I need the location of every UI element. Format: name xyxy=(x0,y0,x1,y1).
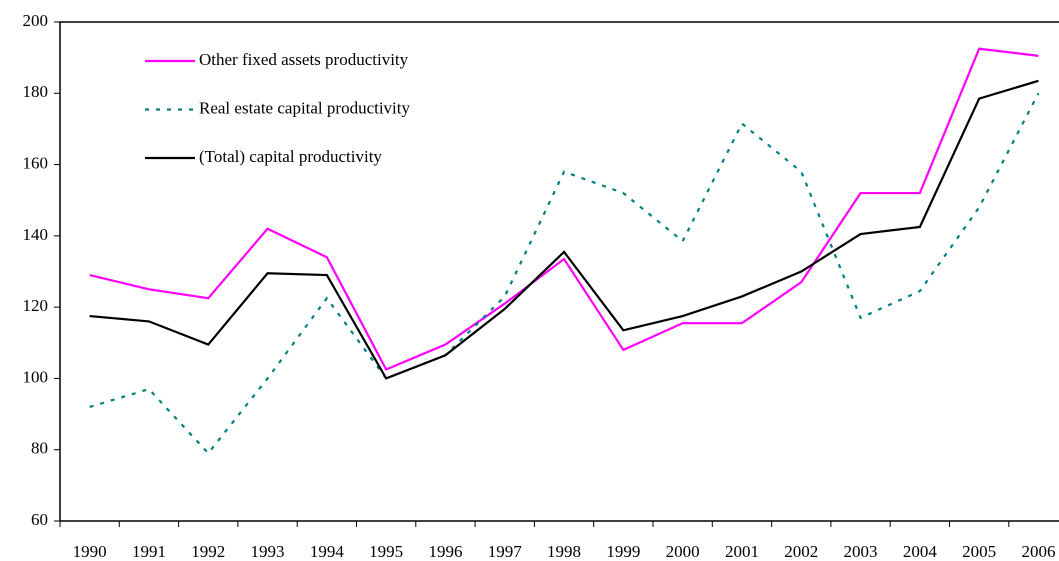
y-tick-label: 80 xyxy=(31,439,48,458)
x-tick-label: 1999 xyxy=(606,542,640,561)
x-tick-label: 1998 xyxy=(547,542,581,561)
plot-frame xyxy=(59,21,1059,522)
series-line xyxy=(89,92,1040,455)
x-tick-label: 2004 xyxy=(903,542,938,561)
legend-label: Other fixed assets productivity xyxy=(199,50,409,69)
x-tick-label: 2000 xyxy=(666,542,700,561)
x-tick-label: 1992 xyxy=(191,542,225,561)
y-tick-label: 60 xyxy=(31,510,48,529)
y-tick-label: 180 xyxy=(23,82,49,101)
x-tick-label: 1994 xyxy=(310,542,345,561)
x-tick-label: 2006 xyxy=(1021,542,1055,561)
x-tick-label: 2005 xyxy=(962,542,996,561)
y-tick-label: 120 xyxy=(23,296,49,315)
x-tick-label: 1997 xyxy=(488,542,523,561)
legend-label: Real estate capital productivity xyxy=(199,98,411,117)
series-line xyxy=(89,79,1039,380)
series-line xyxy=(89,47,1039,371)
x-tick-label: 1995 xyxy=(369,542,403,561)
x-tick-label: 2003 xyxy=(844,542,878,561)
x-tick-label: 1990 xyxy=(73,542,107,561)
x-tick-label: 1991 xyxy=(132,542,166,561)
x-tick-label: 1993 xyxy=(251,542,285,561)
legend-label: (Total) capital productivity xyxy=(199,147,382,166)
x-tick-label: 2002 xyxy=(784,542,818,561)
y-tick-label: 160 xyxy=(23,153,49,172)
y-tick-label: 100 xyxy=(23,367,49,386)
x-tick-label: 1996 xyxy=(428,542,462,561)
x-tick-label: 2001 xyxy=(725,542,759,561)
y-tick-label: 140 xyxy=(23,225,49,244)
y-tick-label: 200 xyxy=(23,11,49,30)
